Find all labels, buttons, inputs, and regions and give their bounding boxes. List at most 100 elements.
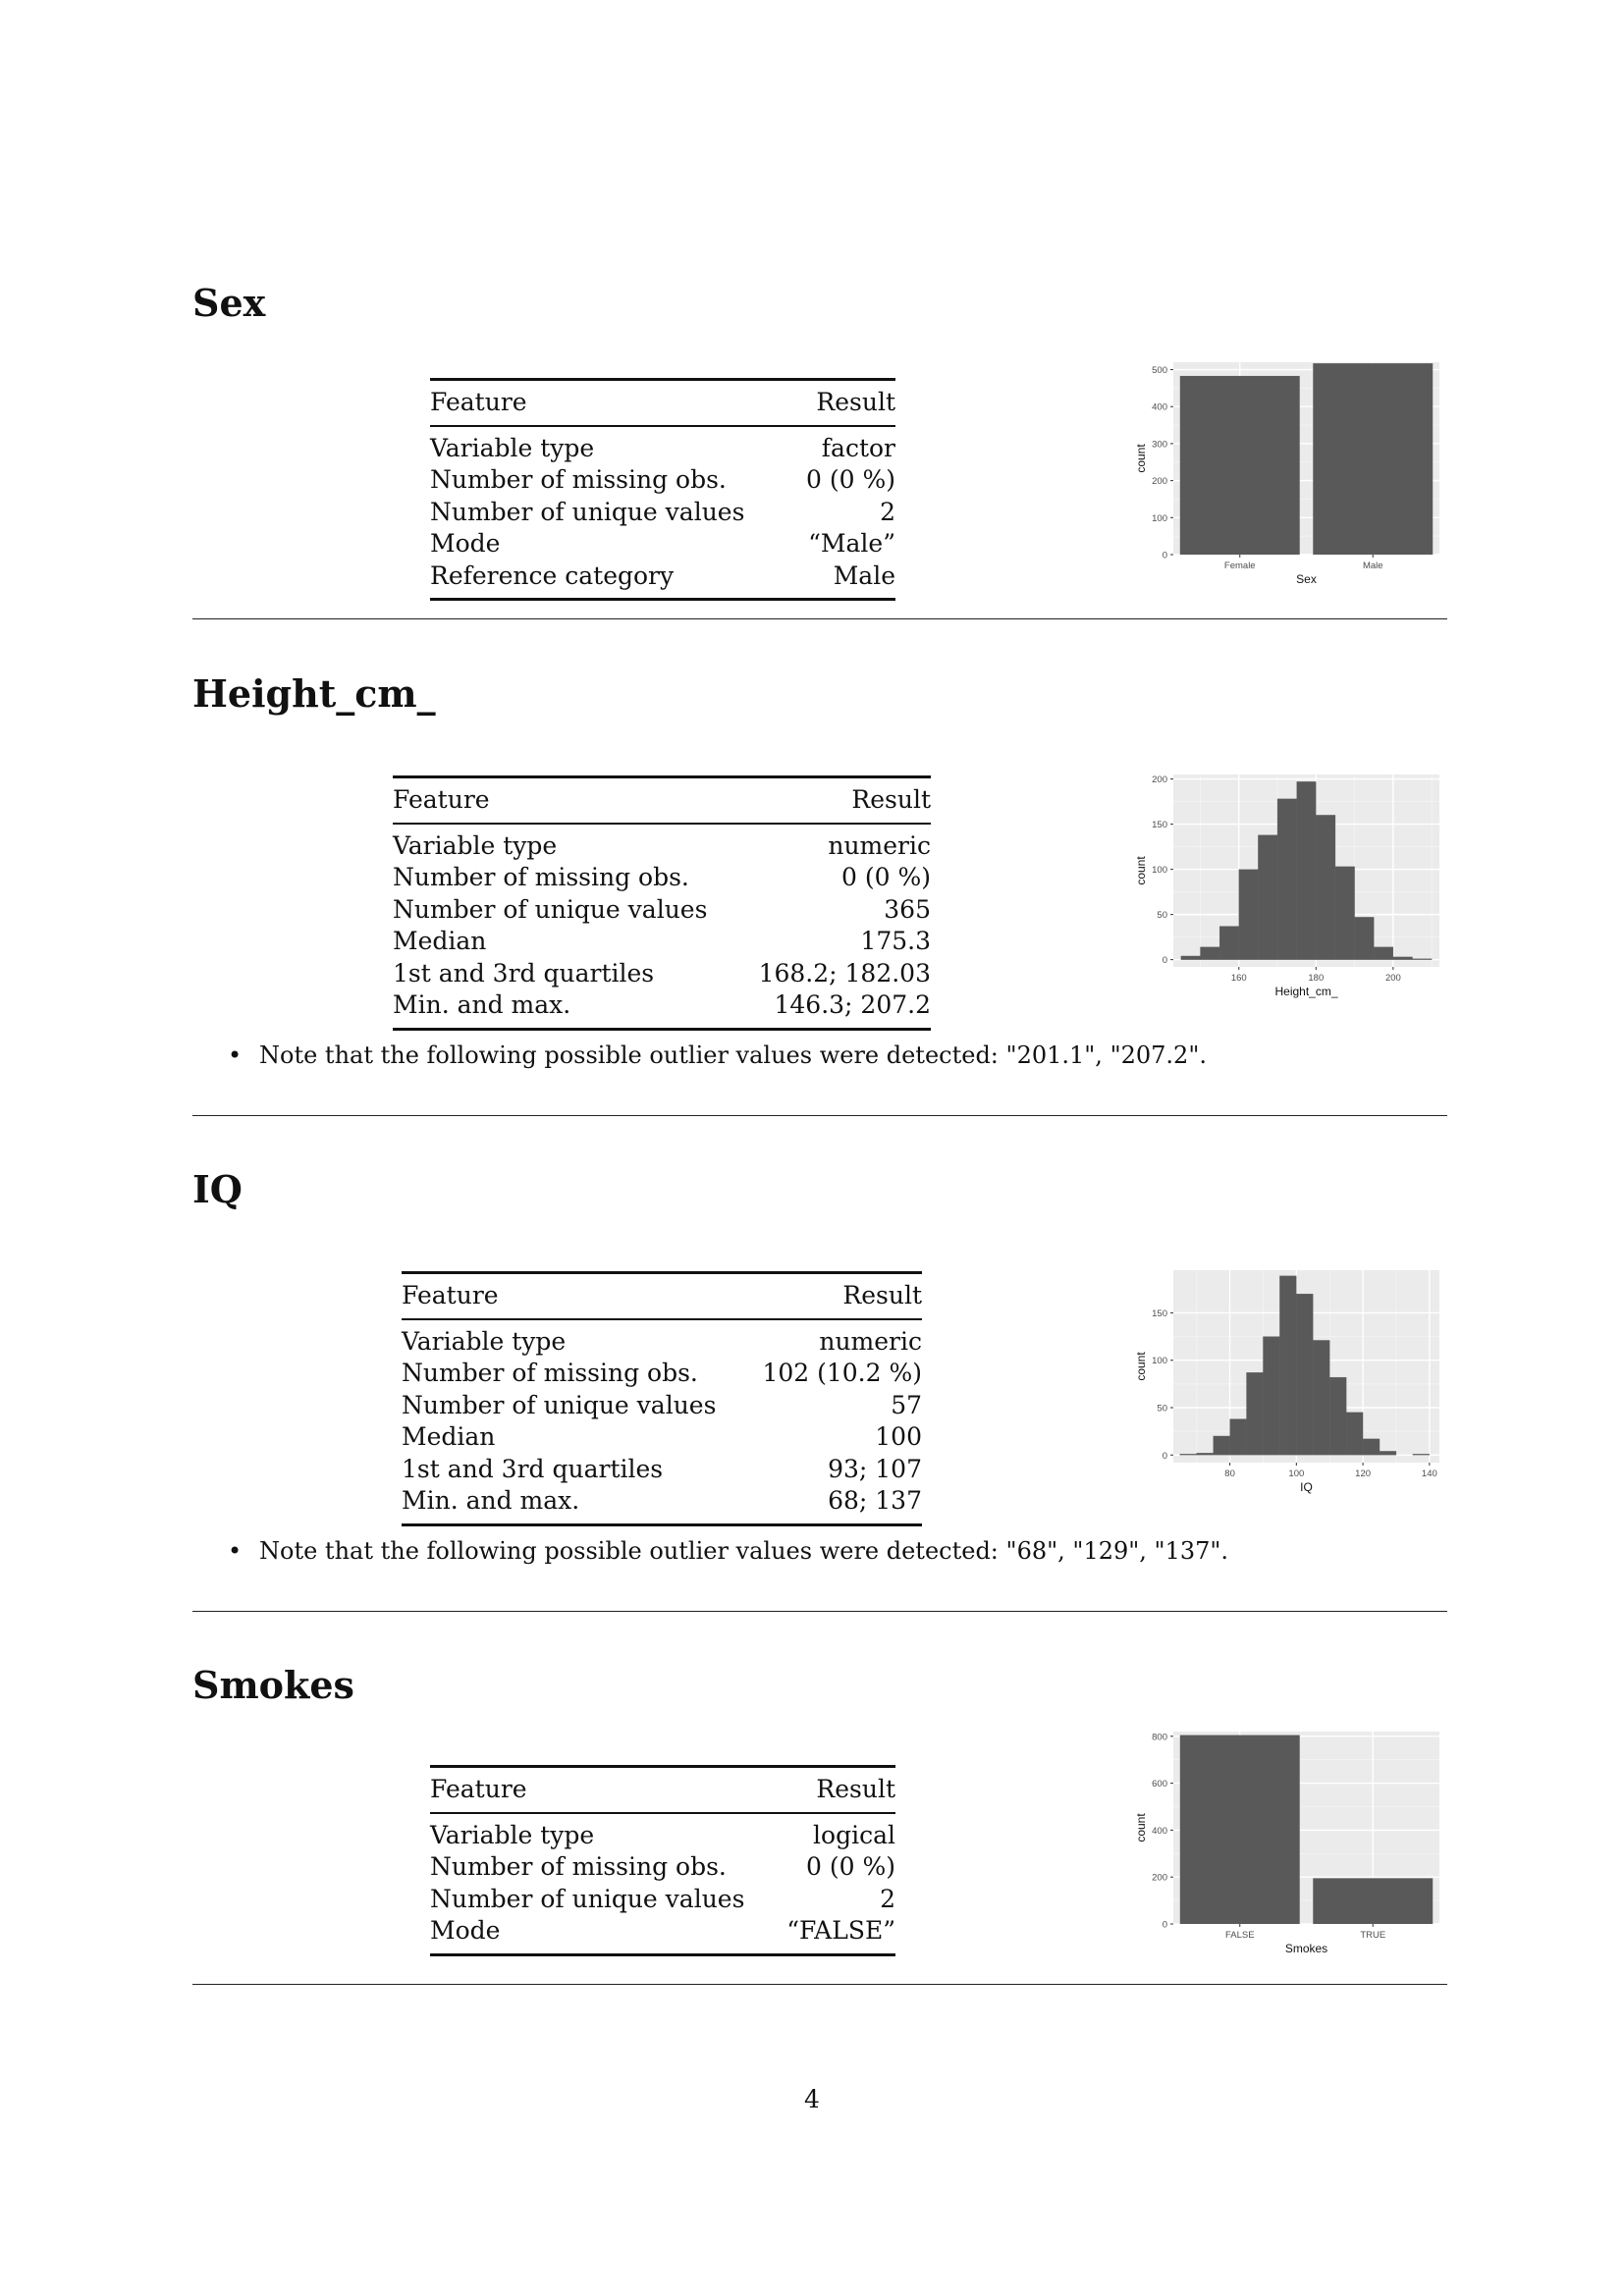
table-row: Number of missing obs. 0 (0 %) — [430, 1851, 895, 1884]
outlier-note-height: • Note that the following possible outlie… — [228, 1041, 1207, 1069]
section-heading-height: Height_cm_ — [192, 671, 436, 716]
summary-table-iq: Feature Result Variable type numeric Numb… — [402, 1271, 922, 1526]
page-number: 4 — [804, 2085, 820, 2113]
result-cell: 175.3 — [860, 927, 931, 955]
note-text: Note that the following possible outlier… — [259, 1537, 1229, 1565]
table-row: Number of unique values 57 — [402, 1390, 922, 1422]
feature-cell: Number of missing obs. — [402, 1359, 698, 1387]
x-axis-title: Sex — [1296, 572, 1317, 586]
x-tick-label: 80 — [1224, 1468, 1235, 1479]
table-header-result: Result — [851, 785, 931, 814]
result-cell: Male — [833, 561, 895, 590]
x-axis-title: Height_cm_ — [1274, 985, 1337, 998]
feature-cell: Number of unique values — [402, 1390, 717, 1419]
table-row: Mode “FALSE” — [430, 1915, 895, 1954]
bullet-icon: • — [228, 1041, 243, 1069]
histogram-bin — [1354, 917, 1375, 960]
histogram-bin — [1313, 1340, 1330, 1456]
feature-cell: Number of missing obs. — [430, 1852, 727, 1881]
x-tick-label: Male — [1363, 561, 1383, 571]
table-row: Reference category Male — [430, 561, 895, 600]
result-cell: 0 (0 %) — [806, 465, 895, 494]
feature-cell: Variable type — [430, 433, 595, 462]
x-tick-label: Female — [1224, 561, 1256, 571]
section-divider — [192, 1611, 1447, 1612]
table-row: Number of unique values 365 — [393, 894, 931, 927]
result-cell: 168.2; 182.03 — [758, 958, 931, 988]
y-tick-label: 0 — [1163, 1451, 1167, 1462]
result-cell: 0 (0 %) — [806, 1852, 895, 1881]
table-row: Min. and max. 68; 137 — [402, 1485, 922, 1524]
y-tick-label: 600 — [1152, 1779, 1167, 1789]
bar — [1179, 375, 1300, 555]
feature-cell: 1st and 3rd quartiles — [393, 958, 655, 988]
table-header-feature: Feature — [430, 1775, 527, 1803]
section-heading-sex: Sex — [192, 281, 266, 325]
y-tick-label: 200 — [1152, 1873, 1167, 1884]
histogram-bin — [1296, 781, 1317, 960]
histogram-bin — [1213, 1435, 1230, 1456]
result-cell: 2 — [880, 1884, 895, 1913]
result-cell: 93; 107 — [828, 1454, 922, 1483]
table-header-feature: Feature — [393, 785, 490, 814]
histogram-bin — [1392, 956, 1413, 960]
y-tick-label: 500 — [1152, 365, 1167, 376]
feature-cell: Reference category — [430, 561, 675, 590]
table-row: 1st and 3rd quartiles 93; 107 — [402, 1454, 922, 1486]
y-axis-title: count — [1134, 444, 1148, 473]
table-row: Number of unique values 2 — [430, 497, 895, 529]
bullet-icon: • — [228, 1537, 243, 1565]
y-tick-label: 400 — [1152, 1826, 1167, 1837]
x-tick-label: TRUE — [1360, 1930, 1385, 1941]
histogram-bin — [1179, 1454, 1197, 1456]
result-cell: 102 (10.2 %) — [762, 1359, 922, 1387]
height-histogram: 0 50 100 150 200 160 180 200 Height_cm_ count — [1134, 774, 1439, 998]
table-header-feature: Feature — [430, 388, 527, 416]
summary-table-sex: Feature Result Variable type factor Numbe… — [430, 378, 895, 601]
result-cell: numeric — [828, 830, 931, 860]
table-row: 1st and 3rd quartiles 168.2; 182.03 — [393, 958, 931, 990]
histogram-bin — [1263, 1336, 1280, 1456]
x-tick-label: 140 — [1422, 1468, 1437, 1479]
histogram-bin — [1374, 946, 1394, 960]
table-row: Variable type factor — [430, 426, 895, 465]
y-tick-label: 400 — [1152, 402, 1167, 413]
histogram-bin — [1229, 1418, 1247, 1456]
result-cell: 2 — [880, 497, 895, 526]
feature-cell: Mode — [430, 529, 501, 558]
histogram-bin — [1258, 834, 1278, 960]
table-header-feature: Feature — [402, 1281, 499, 1309]
feature-cell: Number of unique values — [430, 497, 745, 526]
y-tick-label: 150 — [1152, 820, 1167, 830]
result-cell: 68; 137 — [828, 1486, 922, 1515]
x-tick-label: FALSE — [1225, 1930, 1255, 1941]
histogram-bin — [1246, 1372, 1264, 1456]
table-row: Min. and max. 146.3; 207.2 — [393, 989, 931, 1029]
table-row: Variable type logical — [430, 1813, 895, 1852]
section-divider — [192, 1115, 1447, 1116]
table-row: Median 175.3 — [393, 926, 931, 958]
result-cell: “FALSE” — [786, 1916, 895, 1945]
result-cell: numeric — [819, 1326, 922, 1356]
smokes-bar-chart: 0 200 400 600 800 FALSE TRUE Smokes count — [1134, 1732, 1439, 1955]
y-axis-title: count — [1134, 856, 1148, 885]
table-row: Median 100 — [402, 1421, 922, 1454]
y-tick-label: 200 — [1152, 476, 1167, 487]
bar — [1179, 1735, 1300, 1924]
histogram-bin — [1329, 1376, 1347, 1456]
table-row: Number of unique values 2 — [430, 1884, 895, 1916]
y-tick-label: 100 — [1152, 1356, 1167, 1366]
y-tick-label: 0 — [1163, 955, 1167, 966]
histogram-bin — [1412, 1454, 1430, 1456]
summary-table-smokes: Feature Result Variable type logical Numb… — [430, 1765, 895, 1956]
feature-cell: 1st and 3rd quartiles — [402, 1454, 664, 1483]
feature-cell: Number of missing obs. — [430, 465, 727, 494]
x-tick-label: 160 — [1231, 973, 1247, 984]
y-tick-label: 200 — [1152, 774, 1167, 785]
x-tick-label: 180 — [1308, 973, 1324, 984]
histogram-bin — [1196, 1453, 1214, 1456]
bar — [1313, 1878, 1434, 1924]
result-cell: 57 — [891, 1390, 922, 1419]
table-row: Variable type numeric — [402, 1319, 922, 1359]
histogram-bin — [1362, 1438, 1380, 1456]
